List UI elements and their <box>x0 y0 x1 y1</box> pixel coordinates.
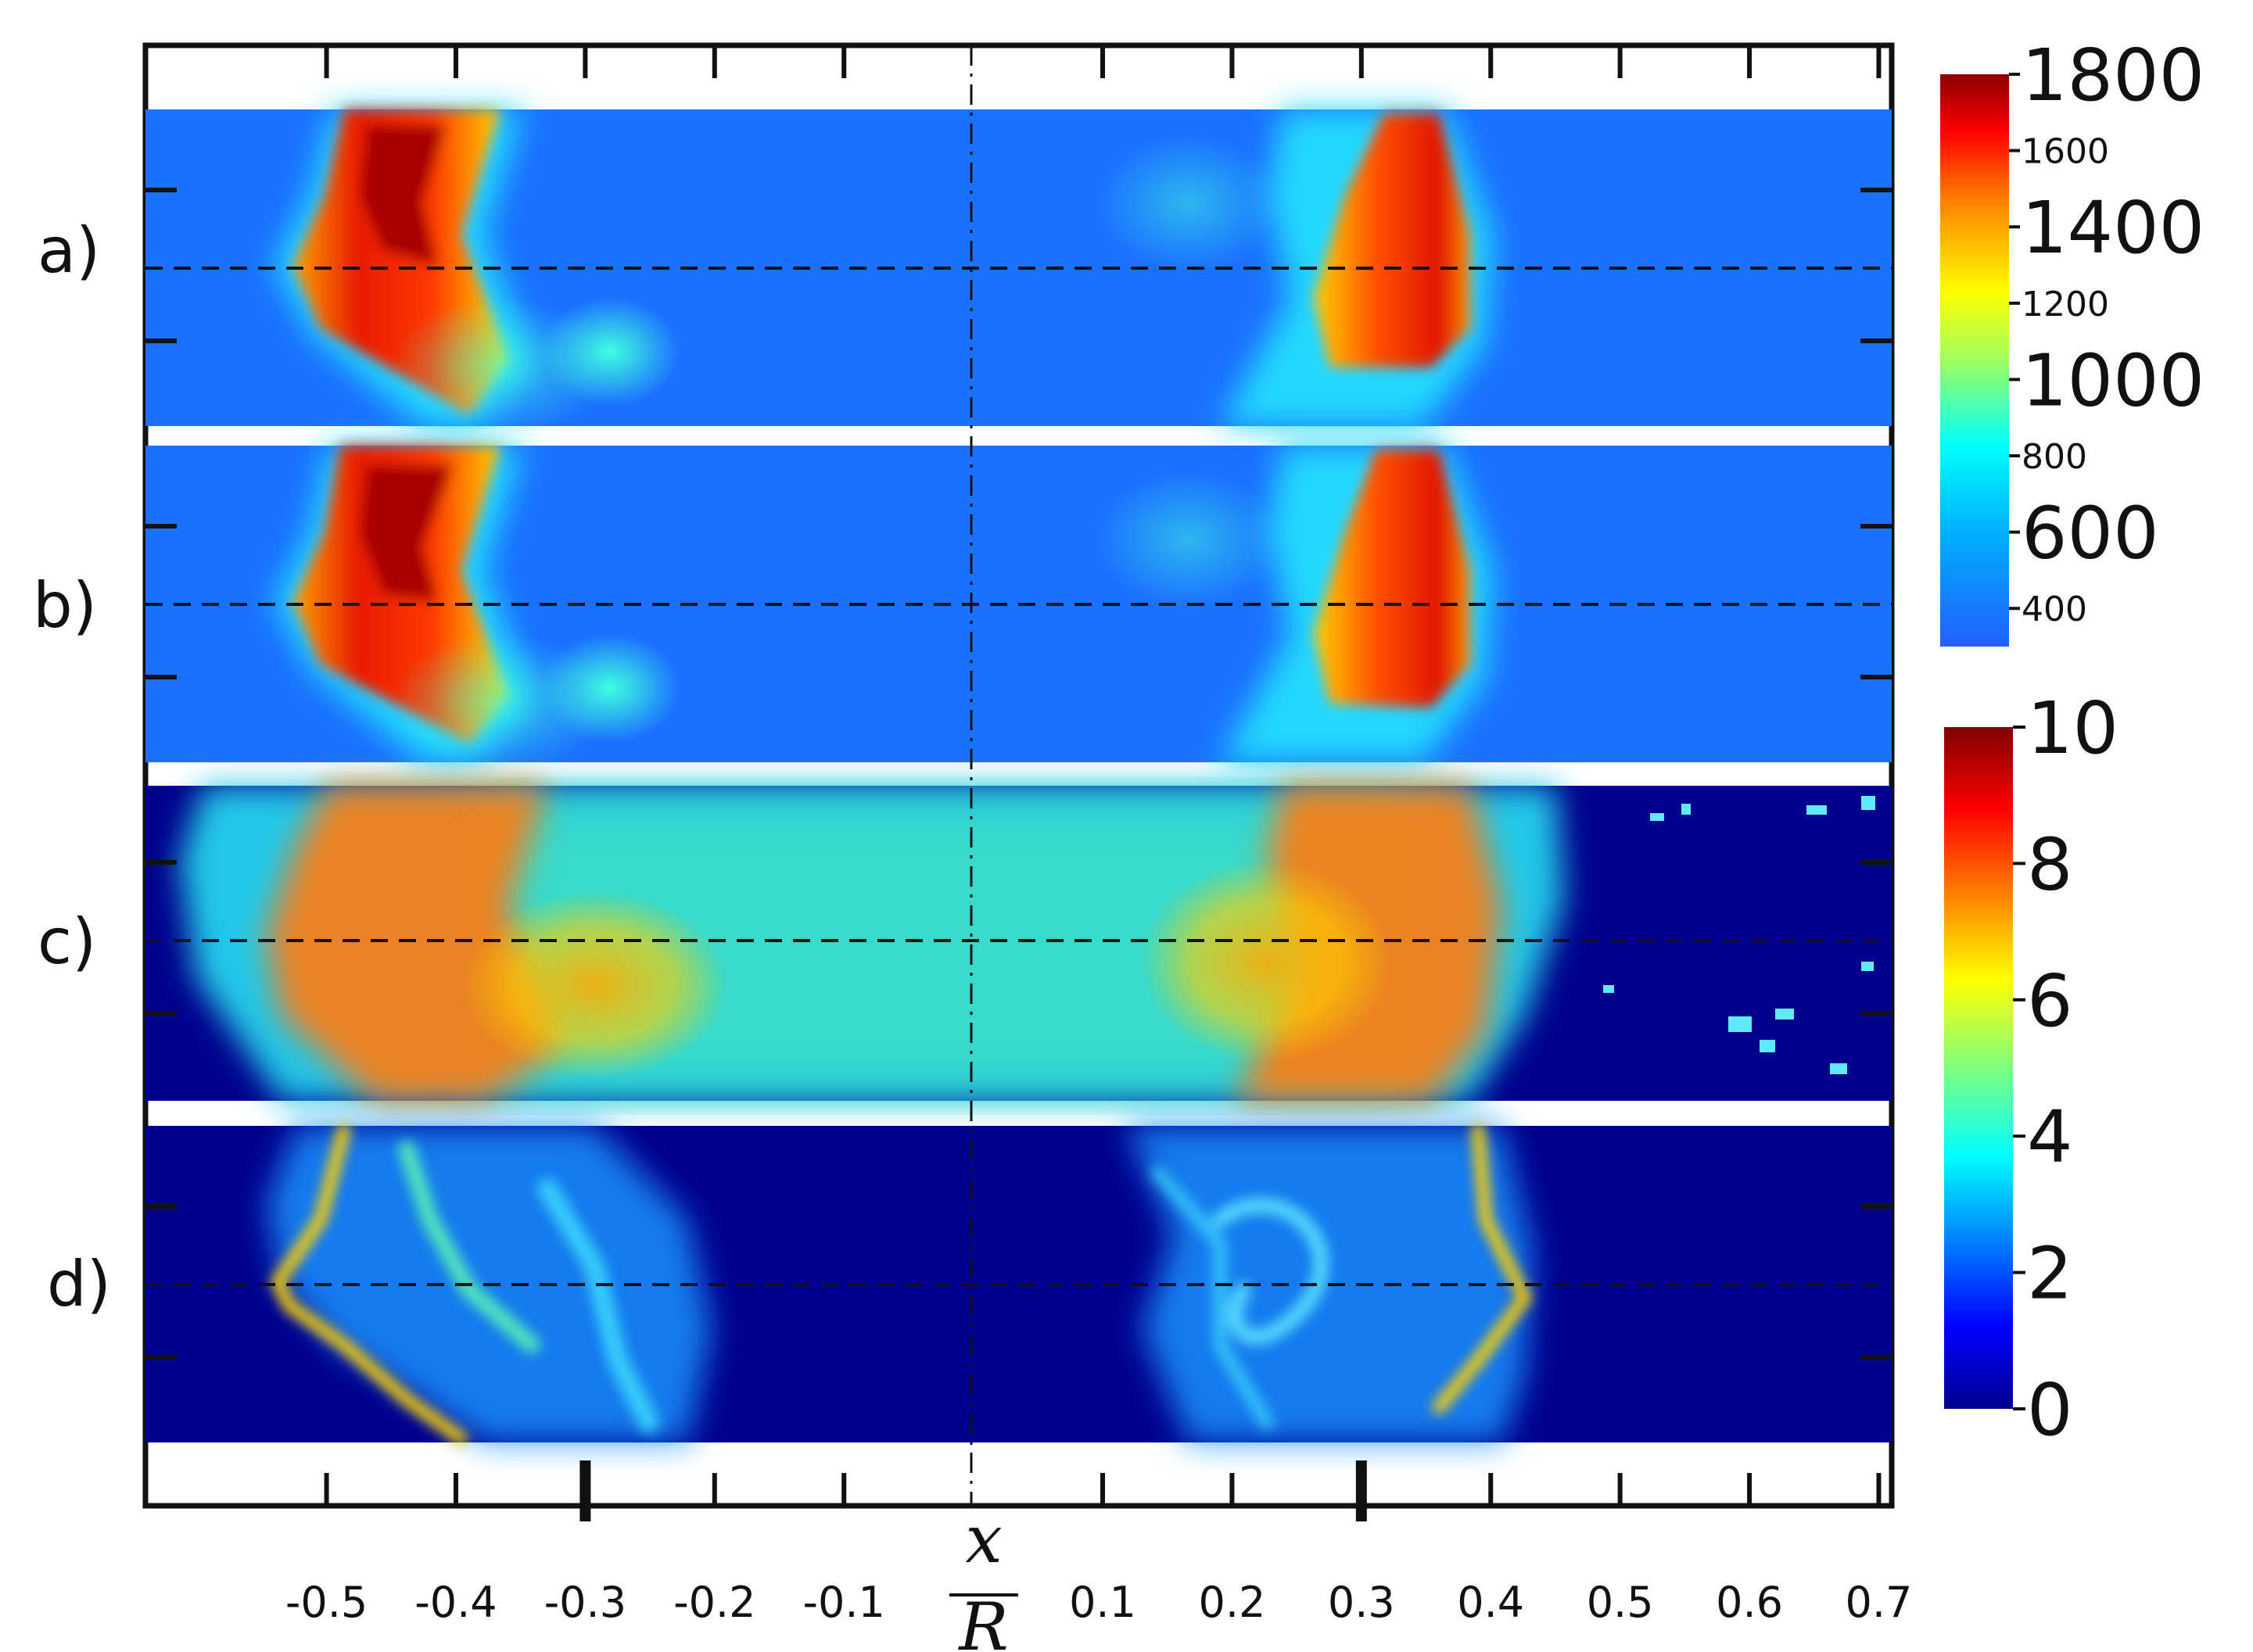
x-tick-label: 0.3 <box>1328 1578 1395 1627</box>
colorbar-bottom-bar <box>1944 727 2013 1409</box>
y-ticks <box>145 188 1892 1360</box>
x-tick-label: 0.4 <box>1457 1578 1524 1627</box>
colorbar-bottom-label: 2 <box>2027 1232 2073 1316</box>
colorbar-top-minor-label: 400 <box>2022 589 2087 629</box>
x-tick-label: -0.2 <box>673 1578 755 1627</box>
x-axis-ticks <box>324 45 1882 1521</box>
colorbar-bottom-label: 10 <box>2027 686 2118 770</box>
x-tick-label: 0.6 <box>1716 1578 1783 1627</box>
panel-b-left-core <box>360 465 454 602</box>
panel-label-c: c) <box>38 905 96 978</box>
colorbar-top-minor-label: 800 <box>2022 437 2087 477</box>
colorbar-top-labels: 1800 1400 1000 600 1600 1200 800 400 <box>2022 34 2205 629</box>
colorbar-top-minor-label: 1600 <box>2022 132 2109 172</box>
x-axis-label-denominator: R <box>957 1589 1008 1652</box>
colorbar-bottom-label: 0 <box>2027 1368 2073 1452</box>
colorbar-top-minor-label: 1200 <box>2022 285 2109 324</box>
panel-b <box>145 446 1892 774</box>
x-tick-label: -0.1 <box>803 1578 885 1627</box>
x-axis-label: x R <box>949 1501 1018 1652</box>
plot-frame <box>142 42 1895 1509</box>
panel-c-blob-right <box>1142 860 1392 1063</box>
x-tick-label: -0.5 <box>285 1578 368 1627</box>
colorbar-bottom-label: 6 <box>2027 959 2073 1043</box>
panel-a <box>145 109 1892 438</box>
colorbar-top-bar <box>1940 74 2009 647</box>
panel-d-left-inner <box>398 1141 540 1353</box>
panel-d-right-outer <box>1150 1166 1274 1430</box>
x-tick-label: 0.2 <box>1198 1578 1265 1627</box>
x-tick-label: 0.5 <box>1587 1578 1654 1627</box>
panel-c-specks <box>1603 796 1875 1074</box>
colorbar-bottom: 10 8 6 4 2 0 <box>1944 686 2118 1452</box>
panel-b-glow-right <box>1095 469 1283 610</box>
panel-d-left-mid <box>537 1178 659 1433</box>
colorbar-top-major-label: 600 <box>2022 492 2159 575</box>
panel-label-b: b) <box>33 569 97 642</box>
colorbar-bottom-label: 4 <box>2027 1095 2073 1179</box>
panel-b-right-plume <box>1314 450 1470 708</box>
panel-a-left-core <box>360 125 446 266</box>
panel-label-d: d) <box>47 1248 111 1321</box>
x-tick-label: 0.1 <box>1069 1578 1136 1627</box>
x-axis-label-numerator: x <box>965 1501 1002 1578</box>
panel-c <box>145 786 1892 1101</box>
colorbar-top-major-label: 1400 <box>2022 186 2205 270</box>
x-axis-tick-labels: -0.5 -0.4 -0.3 -0.2 -0.1 0.1 0.2 0.3 0.4 0.5 0.6 0.… <box>285 1578 1913 1627</box>
panel-a-right-plume <box>1314 113 1470 367</box>
panel-b-glow-mid <box>391 633 610 774</box>
panel-d-right-loop <box>1212 1197 1329 1345</box>
colorbar-top-ticks <box>2009 73 2020 611</box>
panel-a-glow-mid <box>391 297 610 438</box>
colorbar-top-major-label: 1000 <box>2022 339 2205 422</box>
panel-d-right-front <box>1433 1123 1533 1414</box>
x-tick-label: -0.4 <box>414 1578 497 1627</box>
panel-d <box>145 1123 1892 1445</box>
colorbar-bottom-ticks <box>2013 726 2025 1410</box>
colorbar-top: 1800 1400 1000 600 1600 1200 800 400 <box>1940 34 2205 647</box>
colorbar-top-major-label: 1800 <box>2022 34 2205 117</box>
panel-label-a: a) <box>38 214 100 287</box>
colorbar-bottom-labels: 10 8 6 4 2 0 <box>2027 686 2118 1452</box>
x-tick-label: 0.7 <box>1846 1578 1913 1627</box>
panel-a-glow-right <box>1095 133 1283 274</box>
panel-c-blob-left <box>461 891 727 1079</box>
x-tick-label: -0.3 <box>544 1578 626 1627</box>
colorbar-bottom-label: 8 <box>2027 822 2073 906</box>
panel-d-left-front <box>270 1123 468 1445</box>
